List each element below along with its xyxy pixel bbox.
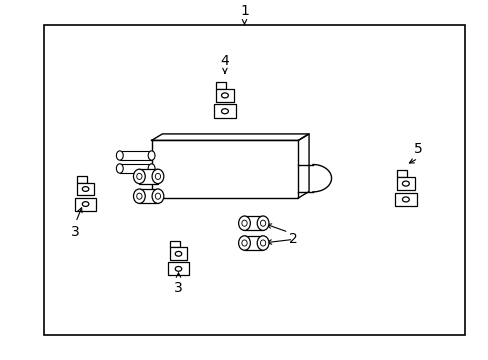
Ellipse shape xyxy=(137,174,142,180)
Bar xyxy=(139,169,158,184)
Ellipse shape xyxy=(238,236,250,250)
Circle shape xyxy=(175,266,182,271)
Ellipse shape xyxy=(257,216,268,230)
Bar xyxy=(44,25,464,335)
Ellipse shape xyxy=(148,151,155,160)
Text: 2: 2 xyxy=(288,233,297,246)
Text: 1: 1 xyxy=(240,4,248,18)
Bar xyxy=(244,216,263,230)
Bar xyxy=(77,183,94,195)
Ellipse shape xyxy=(116,151,123,160)
Ellipse shape xyxy=(137,193,142,199)
Bar xyxy=(215,89,234,102)
Bar xyxy=(396,170,407,177)
Ellipse shape xyxy=(148,164,155,173)
Ellipse shape xyxy=(242,240,246,246)
Bar xyxy=(77,176,87,183)
Text: 3: 3 xyxy=(174,281,183,295)
Ellipse shape xyxy=(238,216,250,230)
Ellipse shape xyxy=(116,164,123,173)
Ellipse shape xyxy=(242,220,246,226)
Bar xyxy=(215,82,226,89)
Bar xyxy=(244,236,263,250)
Bar xyxy=(75,198,96,211)
Circle shape xyxy=(82,186,89,192)
Bar xyxy=(214,104,235,118)
Circle shape xyxy=(221,93,228,98)
Bar xyxy=(120,151,151,160)
Ellipse shape xyxy=(133,169,145,184)
Ellipse shape xyxy=(152,189,163,203)
Text: 5: 5 xyxy=(413,143,422,156)
Bar xyxy=(139,189,158,203)
Circle shape xyxy=(402,197,408,202)
Ellipse shape xyxy=(152,169,163,184)
Bar xyxy=(120,164,151,173)
Bar xyxy=(396,177,414,190)
Ellipse shape xyxy=(257,236,268,250)
Bar xyxy=(168,262,188,275)
Bar xyxy=(394,193,416,206)
Circle shape xyxy=(175,251,182,256)
Text: 3: 3 xyxy=(71,225,80,239)
Circle shape xyxy=(82,202,89,206)
Bar xyxy=(169,247,187,260)
Circle shape xyxy=(402,181,408,186)
Text: 4: 4 xyxy=(220,54,229,68)
Bar xyxy=(169,241,180,247)
Ellipse shape xyxy=(155,193,160,199)
Ellipse shape xyxy=(260,240,265,246)
Ellipse shape xyxy=(155,174,160,180)
Ellipse shape xyxy=(133,189,145,203)
Circle shape xyxy=(221,109,228,114)
Bar xyxy=(151,140,298,198)
Ellipse shape xyxy=(260,220,265,226)
